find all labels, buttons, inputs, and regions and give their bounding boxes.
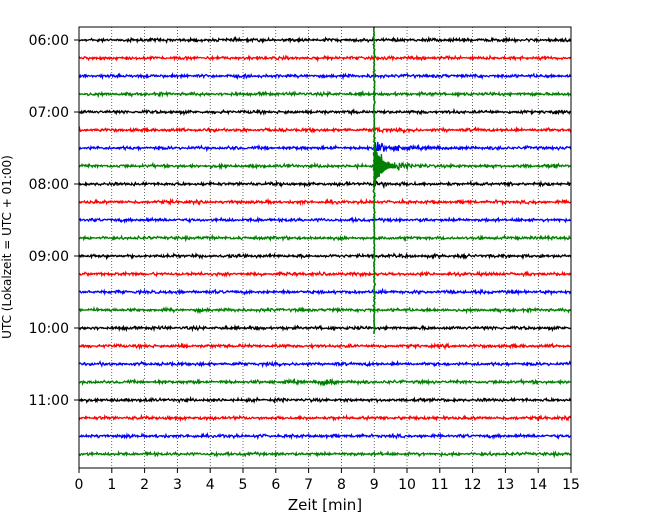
trace-0845 (78, 233, 572, 243)
plot-frame (78, 26, 572, 469)
trace-0715 (78, 125, 572, 134)
trace-1030 (78, 359, 572, 369)
trace-0900 (78, 252, 572, 261)
x-tick-label-6: 6 (271, 477, 280, 493)
trace-1145 (78, 449, 572, 459)
trace-0800 (78, 179, 572, 190)
seismic-traces (78, 35, 572, 459)
x-tick-label-4: 4 (206, 477, 215, 493)
x-tick-label-5: 5 (239, 477, 248, 493)
x-tick-label-12: 12 (464, 477, 482, 493)
x-tick-label-0: 0 (75, 477, 84, 493)
event-spindle (373, 148, 395, 185)
y-tick-label-1100: 11:00 (29, 393, 69, 409)
y-tick-label-0800: 08:00 (29, 177, 69, 193)
y-tick-label-0900: 09:00 (29, 249, 69, 265)
x-tick-label-7: 7 (304, 477, 313, 493)
trace-0915 (78, 270, 572, 278)
y-axis-label: UTC (Lokalzeit = UTC + 01:00) (0, 155, 14, 339)
x-tick-label-10: 10 (398, 477, 416, 493)
trace-1115 (78, 413, 572, 422)
x-tick-label-8: 8 (337, 477, 346, 493)
trace-1015 (78, 342, 572, 351)
x-tick-label-2: 2 (140, 477, 149, 493)
y-tick-label-0700: 07:00 (29, 105, 69, 121)
event-signal (372, 26, 395, 335)
y-tick-label-1000: 10:00 (29, 321, 69, 337)
trace-1045 (78, 377, 572, 387)
x-tick-label-9: 9 (370, 477, 379, 493)
trace-0745 (78, 154, 572, 178)
trace-0830 (78, 216, 572, 224)
trace-0930 (78, 287, 572, 297)
trace-0945 (78, 305, 572, 315)
trace-0815 (78, 197, 572, 207)
plot-background (79, 27, 571, 468)
trace-0600 (78, 35, 572, 45)
trace-1000 (79, 324, 572, 333)
trace-0730 (78, 141, 572, 153)
x-axis-label: Zeit [min] (288, 496, 362, 514)
trace-0630 (78, 71, 572, 81)
x-tick-label-13: 13 (496, 477, 514, 493)
x-tick-label-15: 15 (562, 477, 580, 493)
trace-1100 (78, 395, 572, 405)
y-tick-label-0600: 06:00 (29, 33, 69, 49)
x-tick-label-11: 11 (431, 477, 449, 493)
trace-0700 (78, 107, 572, 117)
trace-1130 (78, 432, 572, 441)
x-tick-label-1: 1 (107, 477, 116, 493)
trace-0615 (78, 54, 572, 63)
x-tick-label-3: 3 (173, 477, 182, 493)
x-tick-label-14: 14 (529, 477, 547, 493)
x-axis: 0 1 2 3 4 5 6 7 8 9 10 11 12 13 14 15 (75, 468, 580, 493)
y-axis: 06:00 07:00 08:00 09:00 10:00 11:00 (29, 33, 79, 409)
trace-0645 (78, 89, 572, 99)
